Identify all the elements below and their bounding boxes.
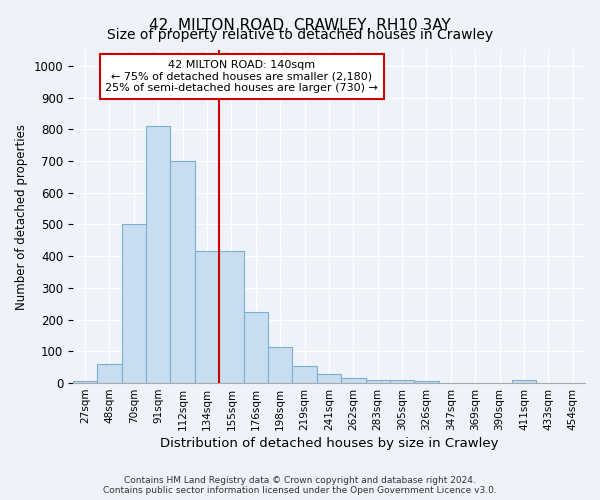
- Bar: [512, 380, 536, 383]
- Bar: [195, 252, 219, 383]
- Bar: [317, 374, 341, 383]
- Bar: [390, 380, 415, 383]
- Bar: [170, 161, 195, 383]
- Y-axis label: Number of detached properties: Number of detached properties: [15, 124, 28, 310]
- Bar: [292, 366, 317, 383]
- Bar: [73, 382, 97, 383]
- Text: Size of property relative to detached houses in Crawley: Size of property relative to detached ho…: [107, 28, 493, 42]
- Bar: [268, 346, 292, 383]
- Text: 42 MILTON ROAD: 140sqm
← 75% of detached houses are smaller (2,180)
25% of semi-: 42 MILTON ROAD: 140sqm ← 75% of detached…: [106, 60, 379, 93]
- Bar: [244, 312, 268, 383]
- Bar: [415, 382, 439, 383]
- X-axis label: Distribution of detached houses by size in Crawley: Distribution of detached houses by size …: [160, 437, 498, 450]
- Text: 42, MILTON ROAD, CRAWLEY, RH10 3AY: 42, MILTON ROAD, CRAWLEY, RH10 3AY: [149, 18, 451, 32]
- Bar: [219, 252, 244, 383]
- Text: Contains HM Land Registry data © Crown copyright and database right 2024.
Contai: Contains HM Land Registry data © Crown c…: [103, 476, 497, 495]
- Bar: [365, 380, 390, 383]
- Bar: [341, 378, 365, 383]
- Bar: [122, 224, 146, 383]
- Bar: [146, 126, 170, 383]
- Bar: [97, 364, 122, 383]
